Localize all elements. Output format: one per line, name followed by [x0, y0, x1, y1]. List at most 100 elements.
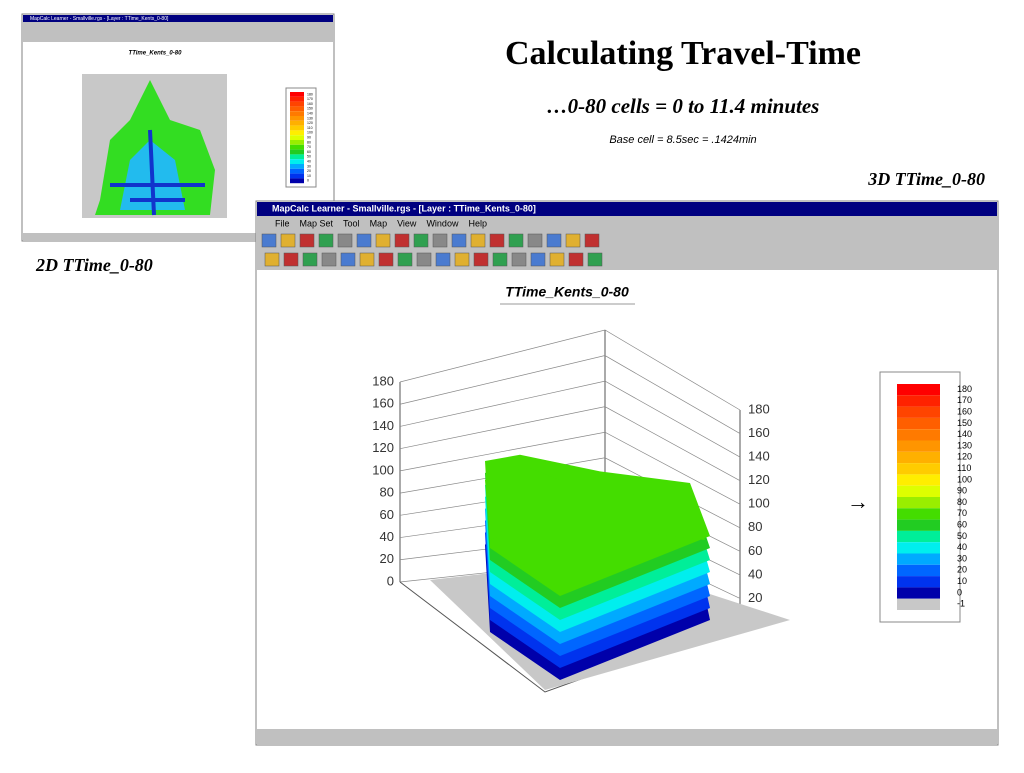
- legend-2d: 1801701601501401301201101009080706050403…: [290, 92, 313, 184]
- legend-label: 90: [957, 486, 967, 496]
- z-tick-label: 180: [748, 401, 770, 416]
- tool-button[interactable]: [394, 233, 410, 248]
- legend-swatch: [290, 96, 304, 102]
- tool-button[interactable]: [318, 233, 334, 248]
- menu-item[interactable]: File: [275, 218, 290, 228]
- legend-label: 180: [307, 92, 313, 96]
- legend-label: 110: [957, 463, 971, 473]
- legend-label: 130: [307, 116, 313, 120]
- tool-button[interactable]: [527, 233, 543, 248]
- legend-label: 120: [307, 121, 313, 125]
- tool-button[interactable]: [546, 233, 562, 248]
- tool-button[interactable]: [356, 233, 372, 248]
- legend-label: 170: [307, 97, 313, 101]
- tool-button[interactable]: [397, 252, 413, 267]
- legend-swatch: [897, 587, 940, 599]
- menu-item[interactable]: Map: [370, 218, 388, 228]
- legend-label: 40: [957, 542, 967, 552]
- tool-button[interactable]: [492, 252, 508, 267]
- z-tick-label: 40: [748, 566, 762, 581]
- tool-button[interactable]: [337, 233, 353, 248]
- legend-label: 20: [957, 565, 967, 575]
- tool-button[interactable]: [340, 252, 356, 267]
- z-tick-label: 160: [372, 396, 394, 411]
- tool-button[interactable]: [470, 233, 486, 248]
- surface-top: [485, 468, 705, 540]
- title-bar-text: MapCalc Learner - Smallville.rgs - [Laye…: [272, 203, 536, 213]
- menu-item[interactable]: Window: [426, 218, 459, 228]
- z-tick-label: 160: [748, 425, 770, 440]
- toolbar-buttons: [261, 233, 603, 267]
- z-tick-label: 140: [748, 449, 770, 464]
- legend-label: 140: [307, 112, 313, 116]
- label-2d: 2D TTime_0-80: [35, 255, 153, 275]
- z-tick-label: 100: [748, 496, 770, 511]
- z-tick-label: 20: [380, 551, 394, 566]
- tool-button[interactable]: [454, 252, 470, 267]
- legend-label: 140: [957, 429, 972, 439]
- z-tick-label: 60: [748, 543, 762, 558]
- legend-label: 40: [307, 160, 311, 164]
- title-bar-text: MapCalc Learner - Smallville.rgs - [Laye…: [30, 16, 169, 22]
- menu-item[interactable]: Tool: [343, 218, 360, 228]
- tool-button[interactable]: [508, 233, 524, 248]
- legend-label: 0: [307, 179, 309, 183]
- legend-swatch: [290, 173, 304, 179]
- tool-button[interactable]: [283, 252, 299, 267]
- menu-item[interactable]: Map Set: [300, 218, 334, 228]
- menu-item[interactable]: View: [397, 218, 417, 228]
- legend-swatch: [290, 164, 304, 169]
- legend-label: 10: [957, 576, 967, 586]
- legend-label: 20: [307, 169, 311, 173]
- legend-label: 80: [957, 497, 967, 507]
- tool-button[interactable]: [416, 252, 432, 267]
- tool-button[interactable]: [378, 252, 394, 267]
- tool-button[interactable]: [530, 252, 546, 267]
- tool-button[interactable]: [302, 252, 318, 267]
- tool-button[interactable]: [435, 252, 451, 267]
- legend-label: 70: [957, 508, 967, 518]
- legend-label: 160: [957, 406, 972, 416]
- legend-swatch: [290, 116, 304, 121]
- toolbar: [23, 22, 333, 42]
- menu-item[interactable]: Help: [468, 218, 487, 228]
- tool-button[interactable]: [549, 252, 565, 267]
- z-tick-label: 60: [380, 507, 394, 522]
- tool-button[interactable]: [489, 233, 505, 248]
- tool-button[interactable]: [587, 252, 603, 267]
- tool-button[interactable]: [451, 233, 467, 248]
- legend-label: 30: [307, 164, 311, 168]
- legend-swatch: [897, 553, 940, 565]
- legend-swatch: [897, 542, 940, 554]
- tool-button[interactable]: [280, 233, 296, 248]
- grid-line: [399, 406, 741, 481]
- legend-label: 0: [957, 587, 962, 597]
- tool-button[interactable]: [261, 233, 277, 248]
- legend-swatch: [290, 144, 304, 150]
- legend-label: 120: [957, 452, 972, 462]
- tool-button[interactable]: [568, 252, 584, 267]
- legend-label: 90: [307, 136, 311, 140]
- tool-button[interactable]: [584, 233, 600, 248]
- tool-button[interactable]: [432, 233, 448, 248]
- tool-button[interactable]: [473, 252, 489, 267]
- legend-swatch: [897, 395, 940, 407]
- tool-button[interactable]: [565, 233, 581, 248]
- legend-swatch: [897, 429, 940, 441]
- title-bar: [23, 15, 333, 22]
- tool-button[interactable]: [321, 252, 337, 267]
- legend-swatch: [897, 440, 940, 452]
- tool-button[interactable]: [375, 233, 391, 248]
- legend-swatch: [290, 120, 304, 126]
- tool-button[interactable]: [511, 252, 527, 267]
- tool-button[interactable]: [264, 252, 280, 267]
- legend-3d: 1801701601501401301201101009080706050403…: [897, 384, 972, 610]
- tool-button[interactable]: [413, 233, 429, 248]
- tool-button[interactable]: [299, 233, 315, 248]
- legend-swatch: [897, 485, 940, 497]
- legend-swatch: [290, 111, 304, 116]
- legend-label: 150: [957, 418, 972, 428]
- tool-button[interactable]: [359, 252, 375, 267]
